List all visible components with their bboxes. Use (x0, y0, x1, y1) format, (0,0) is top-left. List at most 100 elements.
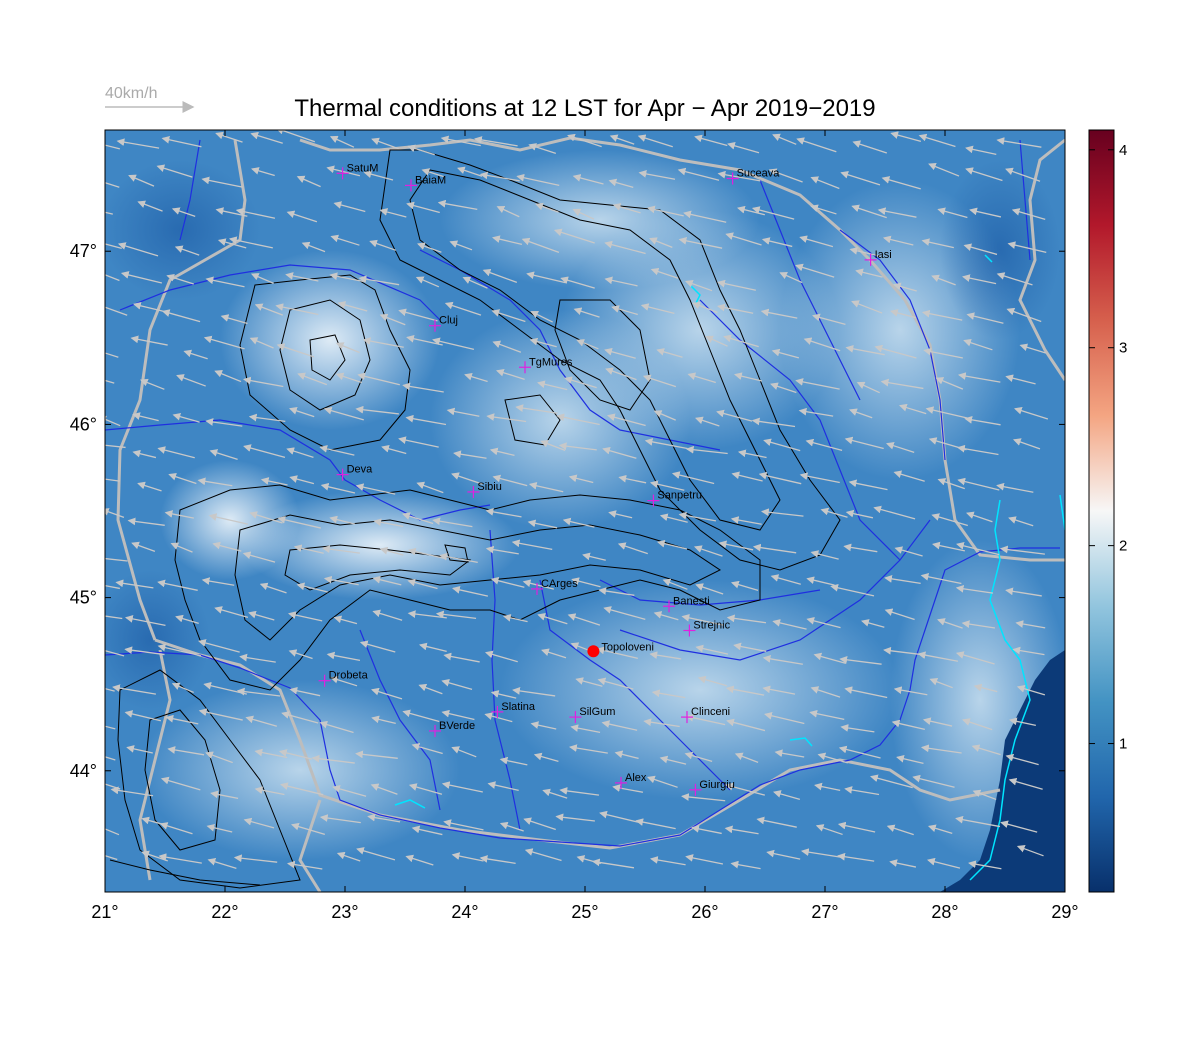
wind-arrow (484, 712, 513, 723)
wind-arrow (596, 646, 638, 660)
wind-arrow (432, 517, 473, 528)
wind-arrow (355, 750, 398, 759)
wind-arrow (685, 854, 724, 865)
city-alex[interactable]: Alex (615, 772, 647, 789)
wind-arrow (649, 237, 673, 248)
city-carges[interactable]: CArges (531, 578, 578, 595)
wind-arrow (572, 174, 604, 185)
wind-arrow (417, 242, 442, 253)
wind-arrow (923, 347, 963, 359)
wind-arrow (880, 378, 924, 390)
wind-arrow (1016, 685, 1046, 696)
city-label: CArges (541, 578, 578, 590)
x-tick-label: 29° (1051, 902, 1078, 922)
wind-arrow (250, 131, 283, 144)
wind-arrow (105, 274, 120, 282)
city-label: TgMures (529, 356, 573, 368)
wind-arrow (533, 752, 559, 763)
wind-arrow (301, 241, 326, 253)
city-drobeta[interactable]: Drobeta (318, 670, 369, 687)
wind-arrow (937, 618, 963, 629)
city-giurgiu[interactable]: Giurgiu (689, 779, 735, 796)
city-slatina[interactable]: Slatina (491, 701, 536, 718)
wind-arrow (528, 143, 557, 154)
wind-arrow (638, 170, 676, 180)
x-tick-label: 24° (451, 902, 478, 922)
highlight-station[interactable]: Topoloveni (587, 641, 654, 658)
city-banesti[interactable]: Banesti (663, 595, 710, 613)
wind-arrow (873, 505, 916, 520)
wind-arrow (490, 690, 517, 699)
wind-arrow (217, 238, 247, 249)
wind-arrow (830, 583, 875, 597)
city-clinceni[interactable]: Clinceni (681, 706, 730, 724)
wind-arrow (891, 719, 925, 730)
highlight-station-marker[interactable] (587, 645, 600, 658)
wind-arrow (210, 790, 239, 799)
wind-arrow (281, 711, 319, 724)
wind-arrow (771, 348, 800, 359)
wind-arrow (1012, 646, 1045, 656)
wind-arrow (443, 819, 484, 831)
wind-arrow (896, 754, 924, 765)
wind-arrow (369, 239, 397, 251)
city-satum[interactable]: SatuM (336, 162, 379, 180)
city-iasi[interactable]: Iasi (864, 249, 892, 266)
wind-arrow (966, 312, 1004, 324)
wind-arrow (646, 775, 678, 788)
wind-arrow (105, 855, 118, 861)
city-deva[interactable]: Deva (336, 464, 374, 481)
wind-arrow (677, 167, 720, 181)
city-baiam[interactable]: BaiaM (405, 174, 446, 192)
wind-arrow (972, 789, 997, 801)
city-label: BaiaM (415, 174, 446, 186)
colorbar-tick-label: 1 (1119, 736, 1127, 753)
wind-arrow (752, 543, 797, 554)
wind-arrow (530, 311, 553, 323)
city-bverde[interactable]: BVerde (429, 720, 475, 737)
wind-arrow (126, 745, 153, 754)
city-suceava[interactable]: Suceava (726, 167, 781, 185)
wind-arrow (889, 859, 917, 868)
wind-arrow (105, 508, 125, 519)
wind-arrow (999, 545, 1045, 555)
city-silgum[interactable]: SilGum (569, 706, 615, 724)
wind-arrow (678, 511, 717, 522)
wind-arrow (105, 615, 123, 620)
wind-arrow (695, 583, 724, 595)
city-cluj[interactable]: Cluj (429, 315, 458, 332)
wind-arrow (329, 135, 355, 148)
wind-arrow (920, 572, 962, 585)
wind-arrow (856, 381, 880, 394)
wind-arrow (220, 314, 248, 325)
wind-arrow (608, 178, 634, 188)
wind-arrow (405, 414, 447, 426)
wind-arrow (726, 718, 766, 732)
city-strejnic[interactable]: Strejnic (683, 619, 731, 637)
wind-arrow (567, 613, 601, 626)
wind-arrow (441, 679, 473, 691)
wind-arrow (553, 228, 595, 244)
wind-arrow (649, 856, 686, 866)
wind-arrow (245, 715, 277, 727)
wind-arrow (168, 472, 197, 485)
wind-arrow (963, 243, 998, 256)
wind-arrow (156, 164, 193, 178)
wind-arrow (286, 860, 323, 870)
city-tgmures[interactable]: TgMures (519, 356, 573, 374)
wind-arrow (927, 824, 953, 834)
wind-arrow (132, 449, 157, 459)
wind-arrow (605, 367, 637, 381)
wind-arrow (608, 510, 633, 519)
city-sibiu[interactable]: Sibiu (467, 481, 502, 498)
wind-arrow (1005, 167, 1041, 182)
wind-arrow (1009, 717, 1036, 726)
wind-arrow (523, 817, 556, 831)
wind-arrow (541, 648, 567, 659)
colorbar-tick-label: 3 (1119, 340, 1127, 357)
wind-arrow (684, 279, 713, 292)
wind-arrow (1008, 777, 1043, 790)
wind-arrow (248, 610, 275, 621)
city-sanpetru[interactable]: Sanpetru (647, 490, 702, 507)
wind-arrow (288, 611, 323, 622)
